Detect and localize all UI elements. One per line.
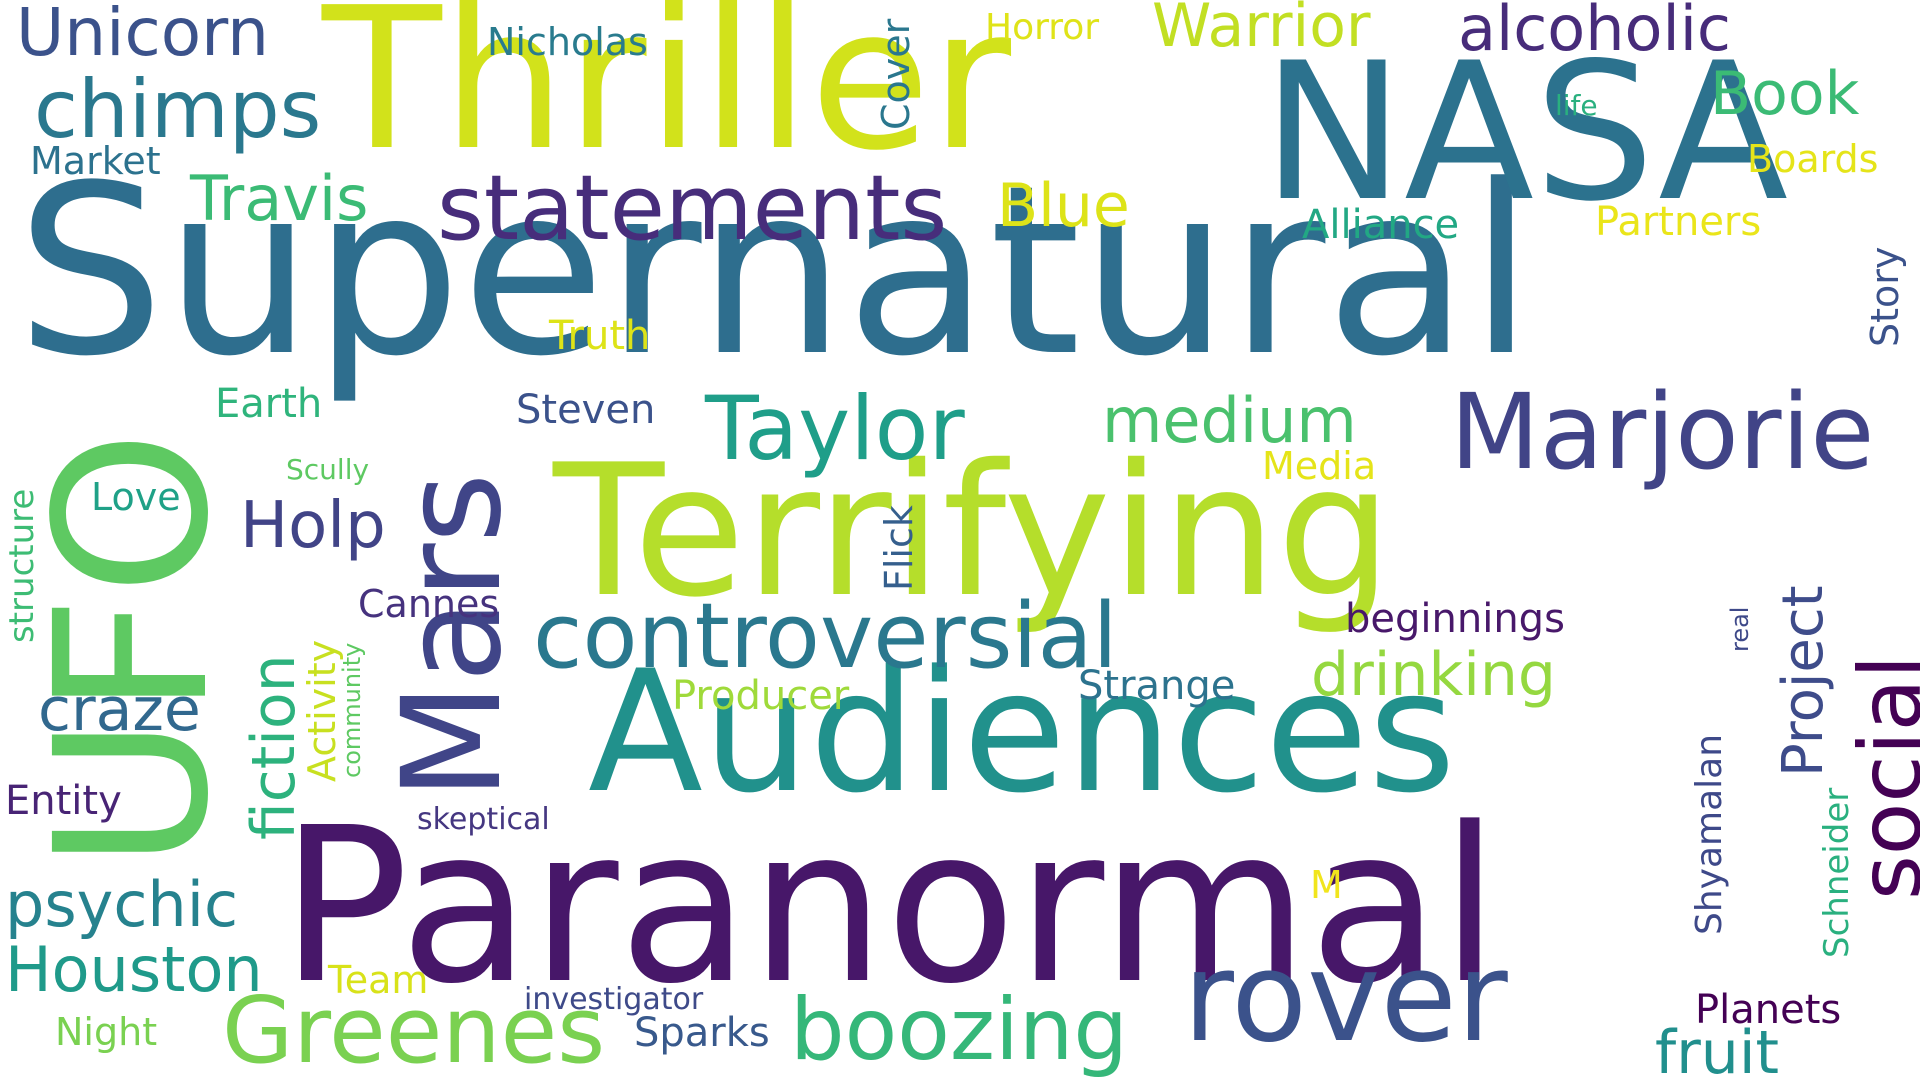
word-story: Story [1863, 246, 1907, 347]
word-sparks: Sparks [634, 1010, 770, 1056]
word-schneider: Schneider [1817, 787, 1857, 958]
word-structure: structure [2, 488, 42, 643]
word-blue: Blue [997, 171, 1130, 241]
word-controversial: controversial [533, 584, 1118, 689]
word-terrifying: Terrifying [553, 425, 1393, 637]
word-team: Team [328, 958, 429, 1002]
word-producer: Producer [672, 673, 850, 719]
word-audiences: Audiences [588, 634, 1456, 830]
word-fiction: fiction [239, 654, 309, 840]
word-scully: Scully [286, 453, 370, 486]
word-psychic: psychic [5, 868, 239, 941]
word-travis: Travis [190, 162, 369, 235]
word-life: life [1555, 89, 1598, 122]
word-cannes: Cannes [358, 582, 500, 626]
word-partners: Partners [1595, 199, 1762, 245]
word-drinking: drinking [1311, 640, 1556, 710]
word-rover: rover [1183, 926, 1508, 1070]
word-alliance: Alliance [1302, 202, 1460, 248]
word-cover: Cover [874, 18, 918, 130]
word-chimps: chimps [34, 63, 322, 156]
word-greenes: Greenes [222, 977, 606, 1080]
word-love: Love [91, 475, 181, 519]
word-mars: Mars [374, 472, 532, 800]
word-entity: Entity [5, 778, 122, 824]
word-supernatural: Supernatural [16, 136, 1534, 408]
word-shyamalan: Shyamalan [1689, 733, 1730, 935]
word-marjorie: Marjorie [1450, 371, 1875, 493]
word-warrior: Warrior [1152, 0, 1371, 61]
word-boozing: boozing [790, 980, 1128, 1080]
word-steven: Steven [516, 387, 656, 433]
word-m: M [1310, 863, 1343, 907]
word-nasa: NASA [1262, 22, 1789, 243]
word-beginnings: beginnings [1345, 596, 1565, 642]
word-media: Media [1262, 444, 1377, 488]
word-planets: Planets [1695, 987, 1842, 1033]
word-flick: Flick [877, 505, 921, 591]
word-medium: medium [1102, 384, 1357, 457]
word-strange: Strange [1078, 663, 1236, 709]
word-holp: Holp [240, 489, 386, 563]
word-horror: Horror [985, 7, 1100, 48]
word-paranormal: Paranormal [280, 782, 1500, 1031]
word-activity: Activity [300, 639, 344, 782]
word-taylor: Taylor [705, 377, 965, 480]
word-statements: statements [437, 156, 948, 261]
word-truth: Truth [549, 313, 651, 359]
word-houston: Houston [5, 933, 263, 1006]
word-unicorn: Unicorn [16, 0, 269, 71]
word-night: Night [55, 1010, 158, 1054]
word-book: Book [1710, 59, 1860, 129]
word-nicholas: Nicholas [487, 20, 648, 64]
word-boards: Boards [1747, 137, 1879, 181]
word-fruit: fruit [1655, 1018, 1780, 1080]
word-real: real [1726, 606, 1754, 652]
word-social: social [1841, 654, 1920, 900]
word-alcoholic: alcoholic [1458, 0, 1732, 65]
word-project: Project [1771, 585, 1836, 777]
word-thriller: Thriller [322, 0, 1012, 194]
word-earth: Earth [215, 381, 323, 427]
word-market: Market [30, 139, 161, 183]
word-craze: craze [38, 675, 201, 745]
word-skeptical: skeptical [417, 802, 550, 837]
word-investigator: investigator [524, 982, 704, 1017]
word-community: community [338, 642, 366, 778]
